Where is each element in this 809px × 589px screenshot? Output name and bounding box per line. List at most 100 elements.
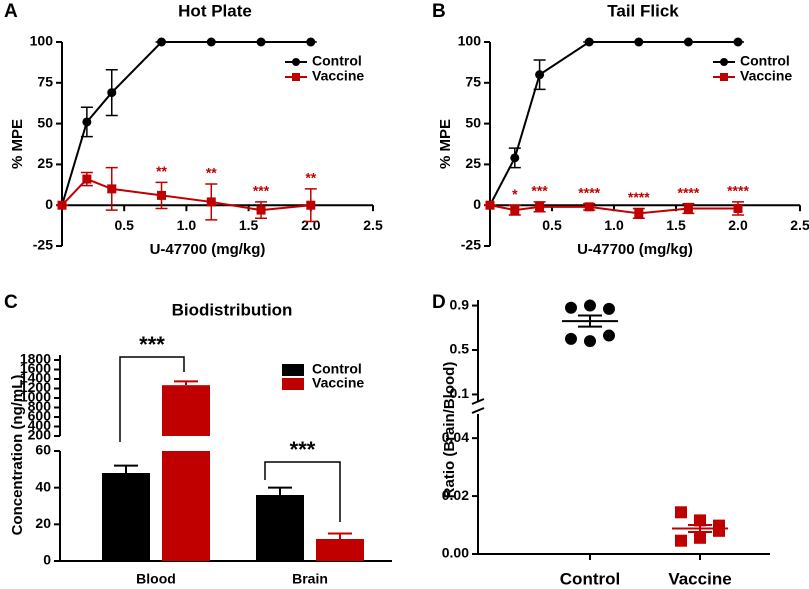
marker: [206, 197, 216, 207]
marker: [510, 153, 520, 163]
marker: [603, 302, 615, 315]
annotation: ****: [727, 183, 749, 199]
y-tick-label: 0.5: [450, 341, 470, 357]
marker: [694, 531, 706, 544]
y-tick-label: 1200: [20, 379, 51, 395]
marker: [675, 534, 687, 547]
y-tick-label: 1400: [20, 370, 51, 386]
y-tick-label: 0.1: [450, 385, 470, 401]
marker: [584, 299, 596, 312]
y-tick-label: 1000: [20, 389, 51, 405]
y-tick-label: -25: [33, 237, 53, 253]
marker: [565, 332, 577, 345]
error-bar: [174, 380, 198, 386]
annotation: ****: [628, 189, 650, 205]
legend-swatch: [282, 378, 304, 390]
y-tick-label: 400: [28, 417, 52, 433]
bar: [256, 495, 304, 561]
annotation: **: [305, 170, 316, 186]
annotation: ***: [253, 183, 270, 199]
y-tick-label: 100: [30, 33, 54, 49]
marker: [57, 200, 67, 210]
panel-letter: B: [432, 1, 446, 22]
marker: [675, 506, 687, 519]
y-tick-label: 25: [37, 155, 53, 171]
y-tick-label: 1800: [20, 351, 51, 367]
y-tick-label: 25: [465, 155, 481, 171]
marker: [713, 524, 725, 537]
bar: [162, 451, 210, 561]
y-tick-label: 1600: [20, 360, 51, 376]
x-axis-label: U-47700 (mg/kg): [150, 241, 266, 258]
x-tick-label: Blood: [136, 571, 176, 587]
significance-label: ***: [290, 437, 316, 462]
marker: [733, 37, 743, 47]
marker: [107, 88, 117, 98]
panel-letter: A: [4, 1, 18, 22]
sem-bar: [578, 314, 602, 328]
marker: [603, 329, 615, 342]
panel-letter: C: [4, 292, 18, 313]
marker: [485, 200, 495, 210]
x-tick-label: Brain: [292, 571, 328, 587]
marker: [535, 70, 545, 80]
y-tick-label: 0.04: [442, 429, 469, 445]
y-axis-label: Concentration (ng/mL): [9, 375, 26, 536]
marker: [584, 202, 594, 212]
marker: [206, 37, 216, 47]
legend-label: Vaccine: [312, 68, 364, 84]
legend-label: Vaccine: [740, 68, 792, 84]
marker: [720, 73, 728, 81]
marker: [157, 190, 167, 200]
annotation: *: [512, 186, 518, 202]
y-tick-label: 0.9: [450, 296, 470, 312]
bar: [102, 473, 150, 561]
marker: [584, 37, 594, 47]
marker: [683, 37, 693, 47]
marker: [720, 58, 728, 66]
marker: [292, 58, 300, 66]
x-tick-label: 1.0: [604, 217, 624, 233]
y-tick-label: 200: [28, 427, 52, 443]
x-tick-label: 1.0: [177, 217, 197, 233]
chart-title: Biodistribution: [172, 300, 293, 319]
marker: [256, 205, 266, 215]
marker: [157, 37, 167, 47]
significance-bracket: [119, 356, 185, 442]
series-line: [489, 41, 738, 206]
legend-label: Vaccine: [312, 375, 364, 391]
y-tick-label: 600: [28, 408, 52, 424]
x-tick-label: 1.5: [239, 217, 259, 233]
x-tick-label: 2.5: [790, 217, 809, 233]
y-tick-label: 40: [35, 478, 51, 494]
marker: [82, 174, 92, 184]
y-tick-label: 100: [458, 33, 482, 49]
bar: [162, 385, 210, 436]
marker: [510, 205, 520, 215]
chart-title: Hot Plate: [178, 1, 252, 20]
y-tick-label: 60: [35, 442, 51, 458]
y-tick-label: 20: [35, 515, 51, 531]
legend-label: Control: [312, 361, 362, 377]
annotation: **: [206, 165, 217, 181]
y-axis-label: Ratio (Brain/Blood): [441, 362, 458, 499]
y-tick-label: 75: [465, 74, 481, 90]
marker: [694, 514, 706, 527]
marker: [634, 37, 644, 47]
significance-bracket: [264, 461, 341, 522]
x-tick-label: Control: [560, 569, 620, 588]
error-bar: [114, 464, 138, 473]
y-tick-label: 0: [473, 196, 481, 212]
y-tick-label: -25: [461, 237, 481, 253]
marker: [82, 117, 92, 127]
x-tick-label: 0.5: [542, 217, 562, 233]
bar: [316, 539, 364, 561]
y-axis-label: % MPE: [437, 119, 454, 169]
significance-label: ***: [139, 332, 165, 357]
error-bar: [328, 532, 352, 539]
y-tick-label: 0: [43, 552, 51, 568]
sem-bar: [688, 524, 712, 533]
y-tick-label: 0: [45, 196, 53, 212]
marker: [584, 335, 596, 348]
